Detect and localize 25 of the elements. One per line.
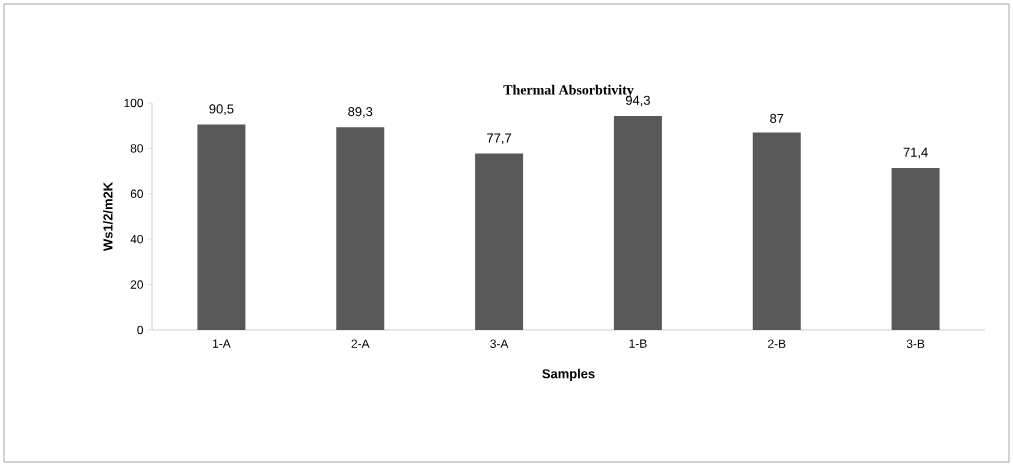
y-tick-label: 20	[130, 280, 144, 289]
x-tick-label: 1-B	[629, 339, 647, 348]
y-axis-title: Ws1/2/m2K	[103, 182, 113, 252]
data-label: 71,4	[903, 147, 928, 159]
data-label: 87	[770, 113, 784, 123]
bar	[197, 124, 246, 330]
bar	[752, 132, 801, 330]
bar	[475, 153, 524, 330]
x-tick-label: 2-B	[768, 339, 786, 348]
bar	[336, 127, 385, 330]
y-tick-label: 0	[137, 325, 144, 335]
bar	[891, 167, 940, 330]
x-axis-title: Samples	[542, 368, 595, 381]
bar	[613, 115, 662, 330]
data-label: 90,5	[209, 104, 234, 116]
y-tick-label: 60	[130, 189, 144, 199]
x-tick-label: 1-A	[213, 339, 231, 348]
x-tick-label: 2-A	[351, 339, 370, 348]
y-tick-label: 80	[130, 144, 144, 153]
y-tick-label: 40	[130, 234, 144, 244]
y-tick-label: 100	[124, 98, 144, 108]
x-tick-label: 3-A	[490, 339, 509, 348]
x-tick-label: 3-B	[906, 339, 925, 348]
data-label: 89,3	[348, 107, 373, 118]
data-label: 77,7	[487, 133, 512, 145]
